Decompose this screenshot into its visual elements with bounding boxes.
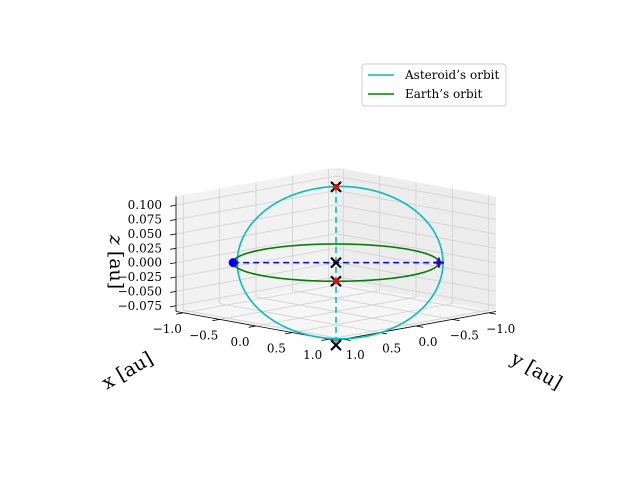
z-tick	[170, 276, 177, 279]
grid-line-y	[291, 175, 453, 320]
z-tick	[170, 247, 177, 250]
grid-line-y	[219, 188, 380, 333]
marker-x	[330, 256, 342, 269]
z-tick-label: 0.025	[128, 241, 162, 255]
z-tick	[170, 262, 177, 265]
z-tick-label: 0.000	[128, 256, 162, 270]
x-tick	[212, 319, 220, 322]
z-tick	[170, 219, 177, 221]
z-tick-label: −0.075	[118, 299, 162, 313]
x-axis-label: x [au]	[98, 348, 157, 395]
marker-dot	[333, 183, 339, 190]
x-tick-label: −0.5	[189, 328, 218, 342]
x-tick-label: −1.0	[153, 322, 182, 336]
x-tick-label: 0.5	[267, 342, 286, 356]
z-tick-label: 0.100	[128, 198, 162, 212]
z-tick	[170, 204, 177, 207]
grid-line-x	[219, 175, 381, 320]
z-tick	[170, 233, 177, 236]
x-tick-label: 1.0	[303, 348, 322, 362]
z-tick-label: −0.025	[118, 270, 162, 284]
y-tick-label: 0.5	[382, 342, 401, 356]
marker-x	[330, 339, 342, 351]
grid-line-x	[255, 182, 417, 327]
earth-orbit-line	[232, 243, 440, 283]
x-tick	[321, 338, 329, 341]
grid-line-x	[328, 195, 490, 340]
z-axis-label: z [au]	[105, 234, 127, 289]
marker-dot	[228, 258, 238, 268]
y-tick	[488, 312, 497, 315]
x-tick	[285, 332, 293, 335]
y-tick	[415, 325, 424, 328]
marker-plus	[433, 257, 444, 268]
x-tick-label: 0.0	[230, 335, 249, 349]
y-axis-label: y [au]	[506, 347, 566, 394]
y-tick	[452, 319, 460, 322]
z-tick	[170, 305, 177, 308]
z-tick-label: 0.050	[128, 227, 162, 241]
x-tick	[175, 312, 184, 315]
legend-label: Asteroid’s orbit	[404, 68, 499, 82]
grid-line-z	[175, 276, 497, 307]
grid-line-x	[292, 188, 453, 333]
y-tick-label: 1.0	[346, 348, 365, 362]
z-tick-label: −0.050	[118, 284, 162, 298]
grid-line-y	[328, 168, 489, 314]
grid-line-z	[175, 175, 497, 206]
grid-line-z	[175, 204, 497, 235]
y-tick-label: −0.5	[450, 328, 479, 342]
x-tick	[248, 325, 257, 328]
legend-label: Earth’s orbit	[405, 87, 482, 101]
grid-line-x	[183, 168, 344, 314]
plot-area	[228, 181, 444, 351]
tick-labels: −1.0 −0.5 0.0 0.5 1.0 −1.0 −0.5 0.0 0.5 1.0 −0.075…	[118, 198, 516, 362]
legend-box	[361, 63, 507, 107]
z-tick	[170, 290, 177, 293]
y-tick-label: −1.0	[486, 322, 515, 336]
z-tick-label: 0.075	[128, 213, 162, 227]
marker-dot	[333, 278, 339, 285]
y-tick-label: 0.0	[418, 335, 437, 349]
grid-line-y	[255, 182, 417, 327]
legend: Asteroid’s orbit Earth’s orbit	[361, 63, 507, 107]
